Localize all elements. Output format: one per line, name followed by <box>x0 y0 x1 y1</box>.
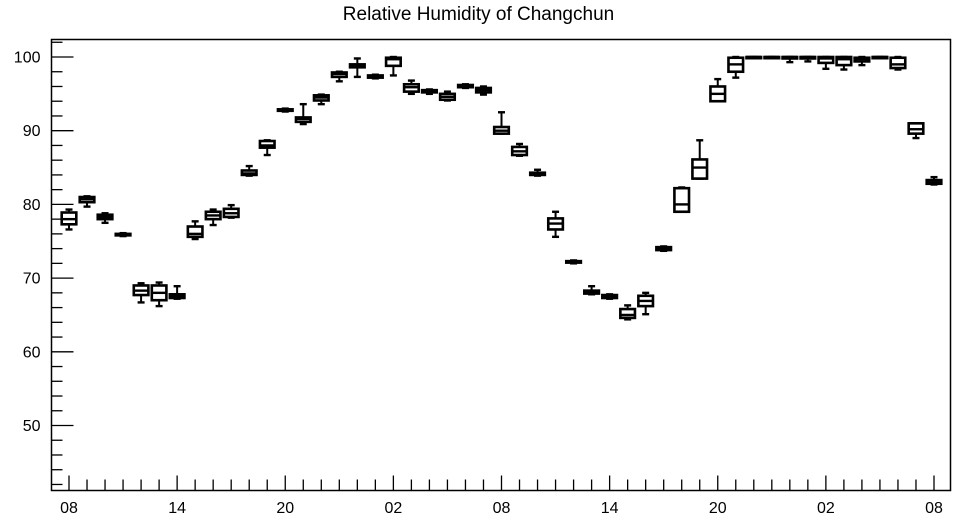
x-tick-label: 02 <box>817 500 835 517</box>
box <box>727 55 745 79</box>
box <box>60 208 78 231</box>
box <box>907 122 925 140</box>
box <box>528 168 547 177</box>
box <box>114 231 132 238</box>
box <box>492 111 511 135</box>
x-tick-label: 20 <box>709 500 727 517</box>
box <box>204 208 222 227</box>
box <box>402 79 420 96</box>
box <box>294 102 312 126</box>
x-tick-label: 08 <box>925 500 943 517</box>
x-tick-label: 14 <box>168 500 186 517</box>
box <box>348 57 366 79</box>
box <box>799 55 817 63</box>
box <box>619 304 637 321</box>
x-tick-label: 08 <box>493 500 511 517</box>
y-tick-label: 90 <box>23 123 41 140</box>
box <box>222 203 240 219</box>
box <box>817 55 835 70</box>
y-tick-label: 70 <box>23 271 41 288</box>
box <box>655 245 673 253</box>
box <box>168 285 186 300</box>
box <box>150 281 168 308</box>
box <box>763 55 781 60</box>
box <box>186 220 204 241</box>
box <box>510 142 529 157</box>
box <box>691 139 709 180</box>
x-tick-label: 02 <box>384 500 402 517</box>
box-iqr <box>835 55 853 67</box>
boxes <box>60 55 943 321</box>
y-tick-label: 60 <box>23 344 41 361</box>
box <box>853 55 871 67</box>
box <box>583 285 601 296</box>
box <box>709 77 727 103</box>
box <box>132 282 150 304</box>
plot-frame <box>50 38 952 492</box>
box <box>564 259 583 265</box>
y-tick-label: 80 <box>23 197 41 214</box>
box-iqr <box>691 158 709 180</box>
box-iqr <box>619 307 637 320</box>
box <box>258 139 276 157</box>
box <box>835 55 853 71</box>
chart-title: Relative Humidity of Changchun <box>342 4 615 25</box>
box <box>456 83 475 90</box>
box-iqr <box>384 56 402 68</box>
box <box>384 55 402 77</box>
box <box>420 88 439 96</box>
box <box>330 70 348 83</box>
box <box>889 55 907 71</box>
box <box>745 55 763 60</box>
box <box>78 195 96 208</box>
box <box>96 212 114 225</box>
y-tick-label: 100 <box>14 50 41 67</box>
x-tick-label: 14 <box>601 500 619 517</box>
box <box>637 291 655 316</box>
box <box>673 186 691 214</box>
box-iqr <box>889 56 907 70</box>
box <box>781 55 799 64</box>
box <box>871 55 889 60</box>
box <box>925 175 943 186</box>
x-tick-label: 08 <box>60 500 78 517</box>
x-tick-label: 20 <box>276 500 294 517</box>
box <box>312 93 330 106</box>
box <box>240 164 258 177</box>
tick-labels: 50 60 70 80 90 100 08 14 20 02 08 14 20 02 08 <box>14 50 943 518</box>
axis-ticks <box>51 41 935 491</box>
box-iqr <box>673 186 691 214</box>
box <box>276 107 294 113</box>
box <box>438 90 457 102</box>
box-iqr <box>817 55 835 65</box>
box <box>474 85 493 96</box>
box <box>366 73 384 80</box>
y-tick-label: 50 <box>23 418 41 435</box>
box <box>601 293 619 300</box>
box-iqr <box>186 225 204 239</box>
box <box>546 210 565 239</box>
